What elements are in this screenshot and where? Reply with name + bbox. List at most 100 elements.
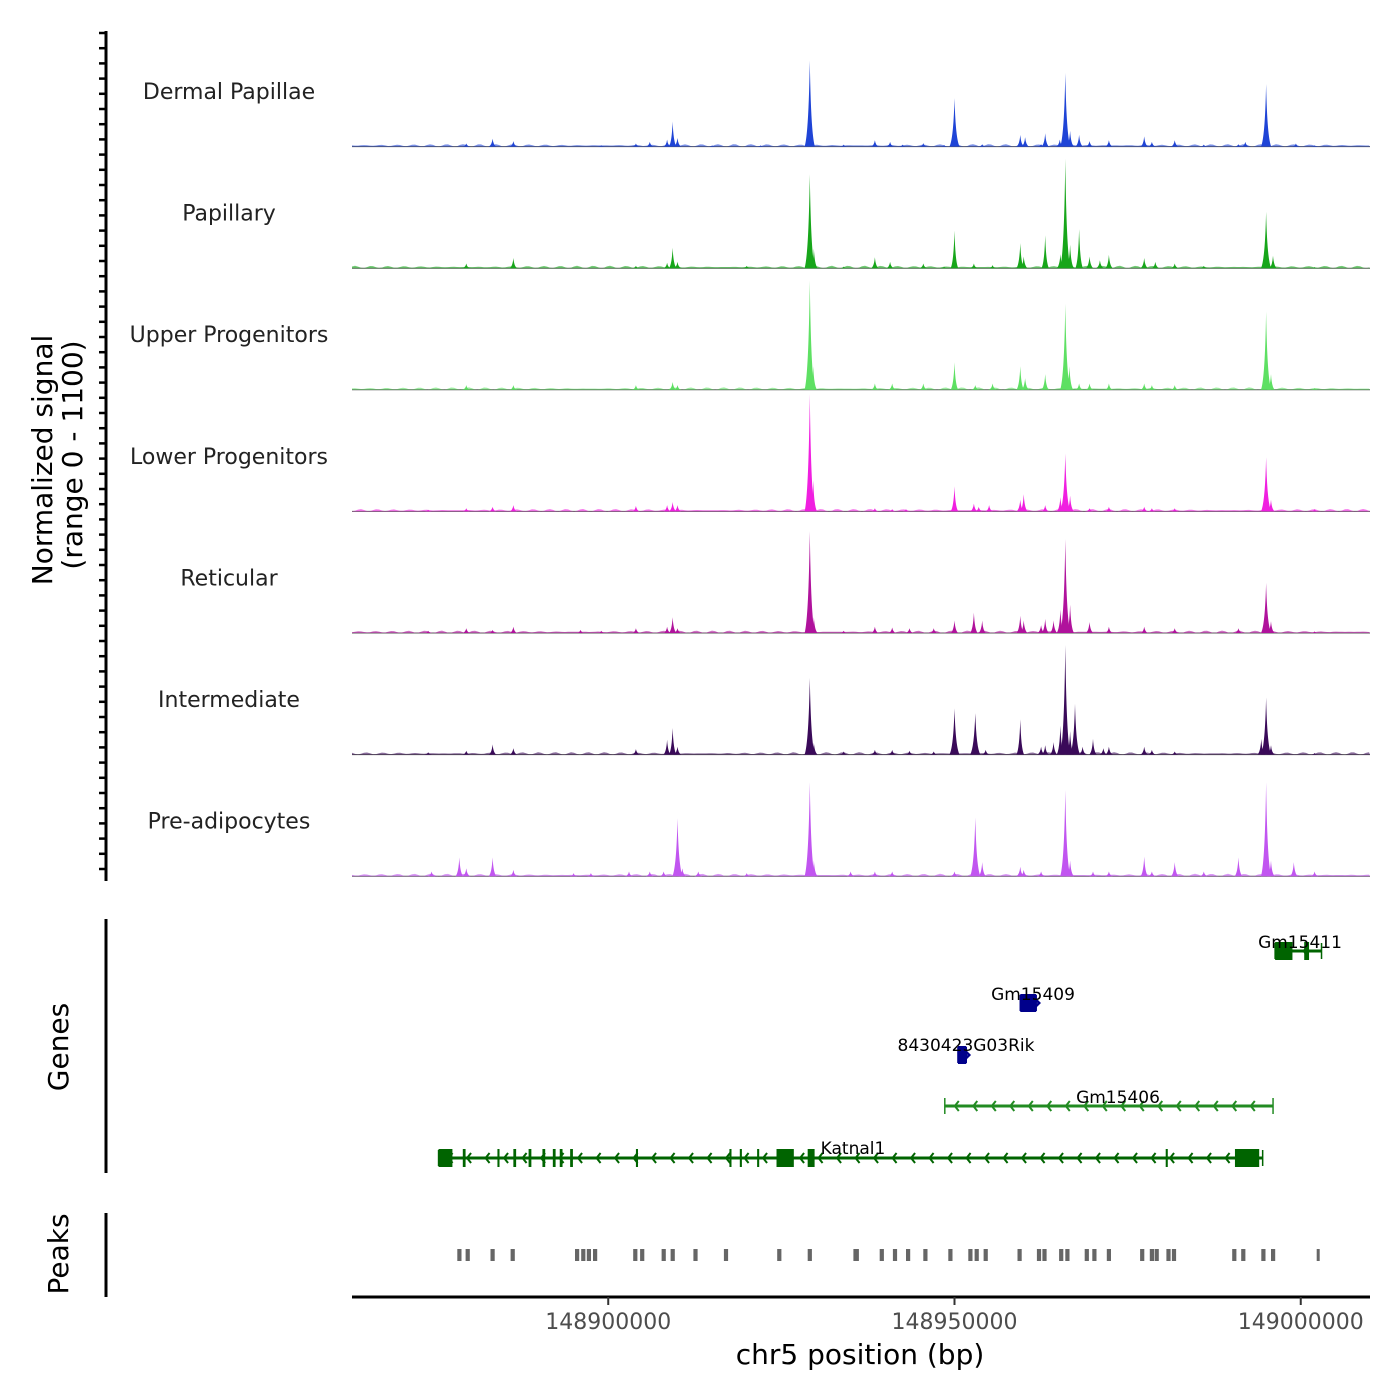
signal-peak xyxy=(1148,141,1156,147)
signal-peak xyxy=(1056,254,1065,269)
signal-peak xyxy=(846,871,855,877)
strand-arrow xyxy=(706,1152,713,1164)
signal-peak xyxy=(569,873,578,877)
signal-peak xyxy=(1016,366,1025,390)
exon-thin xyxy=(739,1149,742,1167)
signal-peak xyxy=(672,818,683,877)
exon-thin xyxy=(559,1149,563,1167)
signal-peak xyxy=(1060,539,1071,633)
signal-peak xyxy=(1140,626,1149,633)
strand-arrow xyxy=(1064,1100,1071,1112)
signal-peak xyxy=(673,138,682,147)
signal-peak xyxy=(1310,631,1319,633)
signal-peak xyxy=(1234,628,1243,633)
signal-peak xyxy=(970,713,981,755)
peak-region xyxy=(983,1249,988,1261)
peak-region xyxy=(1241,1249,1246,1261)
exon-thin xyxy=(757,1149,760,1167)
signal-peak xyxy=(1016,719,1025,755)
signal-peak xyxy=(1037,871,1045,877)
signal-peak xyxy=(1267,621,1275,633)
signal-peak xyxy=(1140,856,1149,877)
strand-arrow xyxy=(835,1152,842,1164)
strand-arrow xyxy=(1212,1100,1219,1112)
strand-arrow xyxy=(1249,1100,1256,1112)
strand-arrow xyxy=(1231,1100,1238,1112)
peak-region xyxy=(593,1249,598,1261)
signal-peak xyxy=(1075,134,1083,147)
track-upper-progenitors: Upper Progenitors xyxy=(130,280,1370,391)
track-label: Dermal Papillae xyxy=(143,80,315,105)
signal-peak xyxy=(1170,751,1179,755)
signal-peak xyxy=(804,394,815,512)
signal-peak xyxy=(462,628,471,633)
signal-peak xyxy=(1019,256,1028,269)
signal-peak xyxy=(632,385,640,390)
signal-peak xyxy=(886,141,894,147)
signal-peak xyxy=(1140,746,1149,755)
signal-peak xyxy=(810,742,818,755)
x-axis-title: chr5 position (bp) xyxy=(736,1338,985,1371)
signal-peak xyxy=(1037,144,1045,147)
signal-peak xyxy=(742,265,751,269)
signal-peak xyxy=(597,630,606,633)
peak-region xyxy=(968,1249,973,1261)
track-noise xyxy=(352,873,1370,877)
strand-arrow xyxy=(972,1100,979,1112)
strand-arrow xyxy=(946,1152,953,1164)
coverage-y-axis xyxy=(99,31,108,881)
peak-region xyxy=(974,1249,979,1261)
signal-peak xyxy=(632,143,640,147)
peak-region xyxy=(1059,1249,1064,1261)
track-noise xyxy=(352,387,1370,390)
strand-arrow xyxy=(1083,1100,1090,1112)
signal-peak xyxy=(1078,746,1087,755)
strand-arrow xyxy=(1076,1152,1083,1164)
signal-peak xyxy=(509,869,518,877)
strand-arrow xyxy=(990,1100,997,1112)
signal-peak xyxy=(940,266,948,269)
strand-arrow xyxy=(595,1152,602,1164)
x-tick-label: 148900000 xyxy=(545,1310,671,1335)
signal-peak xyxy=(1105,506,1113,512)
peak-region xyxy=(906,1249,911,1261)
track-label: Papillary xyxy=(182,202,276,227)
signal-peak xyxy=(668,617,677,633)
gene-gm15406: Gm15406 xyxy=(944,1088,1274,1114)
signal-peak xyxy=(668,121,677,147)
exon-thin xyxy=(1304,942,1310,960)
track-label: Lower Progenitors xyxy=(130,445,328,470)
signal-peak xyxy=(1267,499,1275,512)
signal-peak xyxy=(1041,374,1049,390)
peak-region xyxy=(633,1249,638,1261)
exon-thin xyxy=(528,1149,532,1167)
signal-peak xyxy=(1310,145,1319,147)
signal-peak xyxy=(1041,618,1049,633)
signal-peak xyxy=(970,503,978,512)
signal-peak xyxy=(981,749,990,755)
signal-peak xyxy=(756,145,765,147)
signal-peak xyxy=(1037,746,1045,755)
peak-region xyxy=(1271,1249,1276,1261)
strand-arrow xyxy=(1131,1152,1138,1164)
coverage-tracks: Dermal Papillae Papillary Upper Progenitor… xyxy=(130,60,1370,877)
strand-arrow xyxy=(761,1152,768,1164)
signal-peak xyxy=(1069,703,1081,755)
signal-peak xyxy=(1261,457,1272,512)
exon xyxy=(776,1149,794,1167)
strand-arrow xyxy=(928,1152,935,1164)
signal-peak xyxy=(1089,871,1097,877)
signal-peak xyxy=(1310,267,1319,269)
peak-region xyxy=(457,1249,462,1261)
exon-thin xyxy=(1020,994,1037,1012)
peak-region xyxy=(1154,1249,1159,1261)
signal-peak xyxy=(871,508,879,512)
strand-arrow xyxy=(1168,1152,1175,1164)
signal-peak xyxy=(509,626,518,633)
peak-region xyxy=(1042,1249,1047,1261)
signal-peak xyxy=(1066,860,1074,877)
peak-region xyxy=(1140,1249,1145,1261)
strand-arrow xyxy=(1094,1152,1101,1164)
signal-peak xyxy=(1021,378,1029,390)
signal-peak xyxy=(576,629,585,633)
